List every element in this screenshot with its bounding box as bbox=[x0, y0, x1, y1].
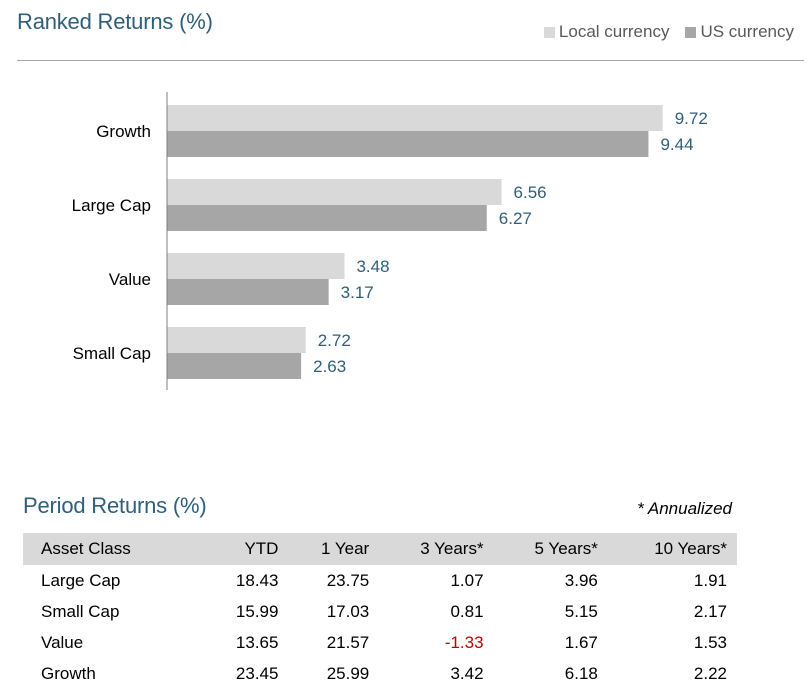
data-label: 6.56 bbox=[514, 183, 547, 202]
data-label: 9.72 bbox=[675, 109, 708, 128]
cell-3-years: 0.81 bbox=[450, 601, 484, 621]
cell-1-year: 17.03 bbox=[326, 601, 370, 621]
cell-ytd: 23.45 bbox=[235, 663, 279, 683]
cell-5-years: 5.15 bbox=[564, 601, 598, 621]
bar-us-currency bbox=[167, 131, 649, 157]
data-label: 2.72 bbox=[318, 331, 351, 350]
cell-asset-class: Value bbox=[41, 632, 84, 652]
cell-asset-class: Small Cap bbox=[41, 601, 120, 621]
chart-legend: Local currency US currency bbox=[543, 22, 794, 42]
data-label: 9.44 bbox=[660, 135, 693, 154]
bar-us-currency bbox=[167, 205, 487, 231]
col-header-1-year: 1 Year bbox=[288, 533, 380, 565]
col-header-3-years: 3 Years* bbox=[379, 533, 494, 565]
table-header-row: Asset Class YTD 1 Year 3 Years* 5 Years*… bbox=[23, 533, 737, 565]
legend-item-local: Local currency bbox=[543, 22, 670, 42]
bar-local-currency bbox=[167, 105, 663, 131]
title-divider bbox=[17, 60, 804, 61]
cell-5-years: 1.67 bbox=[564, 632, 598, 652]
cell-asset-class: Large Cap bbox=[41, 570, 121, 590]
cell-10-years: 1.53 bbox=[693, 632, 727, 652]
period-returns-table: Asset Class YTD 1 Year 3 Years* 5 Years*… bbox=[23, 533, 737, 689]
col-header-5-years: 5 Years* bbox=[493, 533, 608, 565]
table-row: Value 13.65 21.57 -1.33 1.67 1.53 bbox=[23, 627, 737, 658]
bar-us-currency bbox=[167, 353, 302, 379]
category-label: Large Cap bbox=[72, 196, 151, 215]
data-label: 6.27 bbox=[499, 209, 532, 228]
table-row: Large Cap 18.43 23.75 1.07 3.96 1.91 bbox=[23, 565, 737, 596]
chart-title: Ranked Returns (%) bbox=[17, 9, 213, 34]
legend-label-us: US currency bbox=[700, 22, 794, 41]
data-label: 3.17 bbox=[341, 283, 374, 302]
annualized-note: * Annualized bbox=[637, 499, 732, 518]
bar-us-currency bbox=[167, 279, 329, 305]
category-label: Small Cap bbox=[73, 344, 151, 363]
data-label: 3.48 bbox=[356, 257, 389, 276]
legend-item-us: US currency bbox=[685, 22, 794, 42]
cell-10-years: 1.91 bbox=[693, 570, 727, 590]
cell-asset-class: Growth bbox=[41, 663, 96, 683]
cell-ytd: 13.65 bbox=[235, 632, 279, 652]
cell-10-years: 2.17 bbox=[693, 601, 727, 621]
cell-5-years: 3.96 bbox=[564, 570, 598, 590]
legend-swatch-local bbox=[543, 26, 555, 38]
legend-swatch-us bbox=[685, 26, 697, 38]
cell-5-years: 6.18 bbox=[564, 663, 598, 683]
category-label: Growth bbox=[96, 122, 151, 141]
legend-label-local: Local currency bbox=[558, 22, 670, 41]
table-title: Period Returns (%) bbox=[23, 493, 207, 518]
bar-local-currency bbox=[167, 179, 502, 205]
table-row: Small Cap 15.99 17.03 0.81 5.15 2.17 bbox=[23, 596, 737, 627]
cell-3-years: 1.07 bbox=[450, 570, 484, 590]
table-row: Growth 23.45 25.99 3.42 6.18 2.22 bbox=[23, 658, 737, 689]
cell-1-year: 21.57 bbox=[326, 632, 370, 652]
cell-3-years: 3.42 bbox=[450, 663, 484, 683]
col-header-asset-class: Asset Class bbox=[23, 533, 207, 565]
bar-local-currency bbox=[167, 327, 306, 353]
cell-1-year: 23.75 bbox=[326, 570, 370, 590]
cell-ytd: 18.43 bbox=[235, 570, 279, 590]
bar-local-currency bbox=[167, 253, 345, 279]
cell-10-years: 2.22 bbox=[693, 663, 727, 683]
cell-3-years: -1.33 bbox=[444, 632, 484, 652]
cell-ytd: 15.99 bbox=[235, 601, 279, 621]
bar-chart: Growth 9.72 9.44 Large Cap 6.56 6.27 Value 3.48… bbox=[72, 92, 708, 390]
cell-1-year: 25.99 bbox=[326, 663, 370, 683]
category-label: Value bbox=[109, 270, 151, 289]
data-label: 2.63 bbox=[313, 357, 346, 376]
col-header-ytd: YTD bbox=[206, 533, 289, 565]
col-header-10-years: 10 Years* bbox=[607, 533, 737, 565]
